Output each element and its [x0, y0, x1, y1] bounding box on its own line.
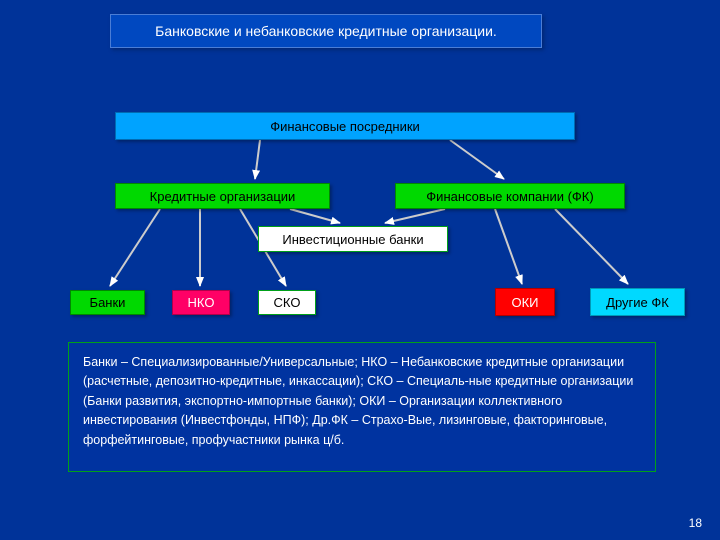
legend-text: Банки – Специализированные/Универсальные… [83, 355, 633, 447]
node-fin_posredniki: Финансовые посредники [115, 112, 575, 140]
node-sko: СКО [258, 290, 316, 315]
node-label: СКО [274, 295, 301, 310]
page-number: 18 [689, 516, 702, 530]
title-text: Банковские и небанковские кредитные орга… [155, 23, 497, 39]
node-oki: ОКИ [495, 288, 555, 316]
node-invest_banki: Инвестиционные банки [258, 226, 448, 252]
node-label: Другие ФК [606, 295, 669, 310]
node-label: Финансовые посредники [270, 119, 420, 134]
node-label: Кредитные организации [150, 189, 296, 204]
node-label: ОКИ [511, 295, 538, 310]
node-label: НКО [188, 295, 215, 310]
node-fin_komp: Финансовые компании (ФК) [395, 183, 625, 209]
node-label: Банки [90, 295, 126, 310]
legend-box: Банки – Специализированные/Универсальные… [68, 342, 656, 472]
node-label: Финансовые компании (ФК) [426, 189, 593, 204]
node-kredit_org: Кредитные организации [115, 183, 330, 209]
node-drugie_fk: Другие ФК [590, 288, 685, 316]
page-title: Банковские и небанковские кредитные орга… [110, 14, 542, 48]
node-label: Инвестиционные банки [282, 232, 423, 247]
node-nko: НКО [172, 290, 230, 315]
node-banki: Банки [70, 290, 145, 315]
